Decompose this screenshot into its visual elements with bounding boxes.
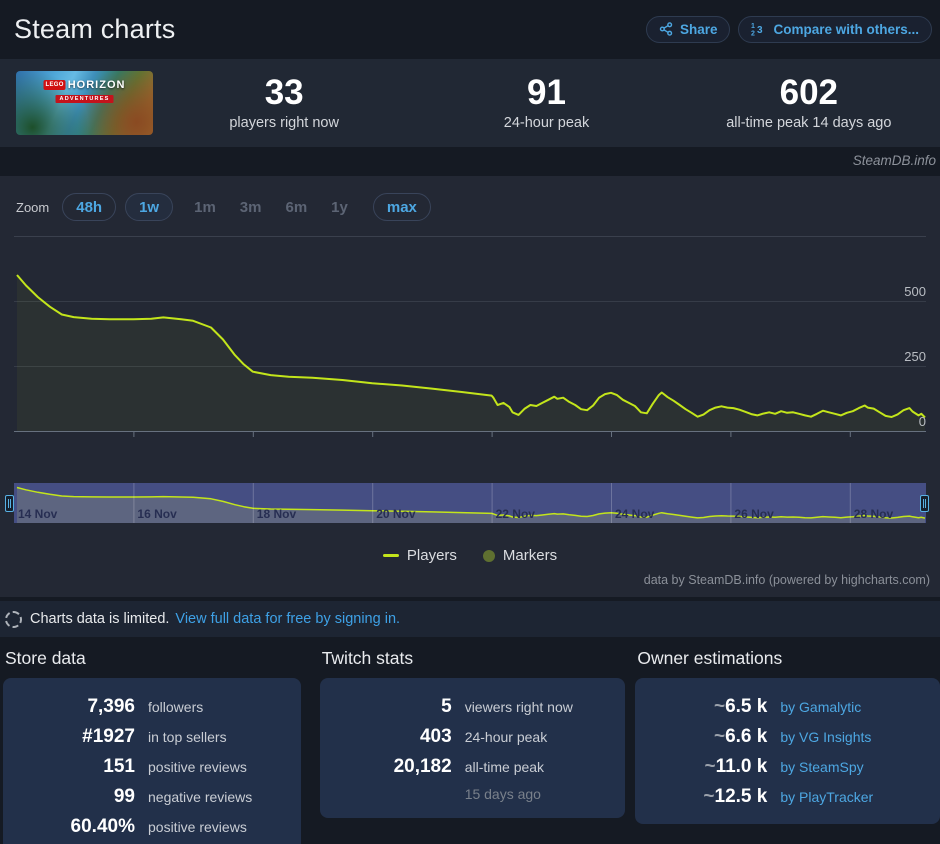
steamspy-link[interactable]: by SteamSpy: [780, 759, 864, 775]
gamalytic-link[interactable]: by Gamalytic: [780, 699, 862, 715]
game-logo-title: HORIZON: [67, 78, 126, 91]
table-row: 151 positive reviews: [103, 756, 247, 777]
chart-legend: Players Markers: [0, 547, 940, 564]
bottom-sections: Store data 7,396 followers #1927 in top …: [0, 639, 940, 844]
navigator-date-label: 20 Nov: [376, 507, 416, 521]
svg-text:3: 3: [757, 25, 763, 36]
numbered-list-icon: 1 2 3: [751, 22, 766, 36]
owner-estimations-section: Owner estimations ~6.5 k by Gamalytic ~6…: [635, 639, 940, 844]
dashed-circle-icon: [5, 610, 22, 628]
page-title: Steam charts: [14, 13, 176, 44]
navigator-date-label: 26 Nov: [734, 507, 774, 521]
zoom-button-6m: 6m: [273, 193, 319, 221]
lego-logo: LEGO: [43, 79, 66, 90]
table-row: 7,396 followers: [87, 696, 204, 717]
page-header: Steam charts Share 1 2 3 Compare with ot…: [0, 0, 940, 58]
svg-text:1: 1: [751, 23, 755, 30]
store-data-card: 7,396 followers #1927 in top sellers 151…: [3, 678, 301, 844]
steamdb-watermark: SteamDB.info: [852, 153, 936, 168]
banner-text: Charts data is limited.: [30, 611, 170, 627]
stat-24h-peak: 91 24-hour peak: [415, 73, 677, 131]
stat-alltime-peak: 602 all-time peak 14 days ago: [678, 73, 940, 131]
legend-item-players[interactable]: Players: [382, 547, 457, 564]
navigator-date-label: 16 Nov: [137, 507, 177, 521]
game-logo-subtitle: ADVENTURES: [55, 95, 114, 103]
player-stats-row: LEGO HORIZON ADVENTURES 33 players right …: [0, 59, 940, 147]
twitch-peak-age: 15 days ago: [464, 786, 541, 802]
store-data-title: Store data: [5, 648, 86, 668]
alltime-peak-value: 602: [779, 73, 839, 113]
stat-players-now: 33 players right now: [153, 73, 415, 131]
navigator-date-label: 18 Nov: [256, 507, 297, 521]
twitch-stats-section: Twitch stats 5 viewers right now 403 24-…: [319, 639, 626, 844]
chart-credit: data by SteamDB.info (powered by highcha…: [643, 573, 930, 587]
table-row: ~6.5 k by Gamalytic: [713, 696, 862, 717]
navigator-left-handle[interactable]: [5, 495, 14, 512]
players-line-swatch: [382, 554, 399, 557]
table-row: ~12.5 k by PlayTracker: [703, 786, 874, 807]
table-row: #1927 in top sellers: [82, 726, 227, 747]
owner-estimations-title: Owner estimations: [637, 648, 783, 668]
zoom-button-1y: 1y: [319, 193, 360, 221]
table-row: ~6.6 k by VG Insights: [713, 726, 872, 747]
y-axis-label: 500: [904, 284, 926, 299]
legend-item-markers[interactable]: Markers: [482, 547, 557, 564]
playtracker-link[interactable]: by PlayTracker: [780, 789, 874, 805]
chart-zoom-controls: Zoom 48h 1w 1m 3m 6m 1y max: [0, 176, 940, 221]
header-buttons: Share 1 2 3 Compare with others...: [645, 15, 932, 43]
table-row: 5 viewers right now: [441, 696, 573, 717]
vg-insights-link[interactable]: by VG Insights: [780, 729, 872, 745]
navigator-date-label: 14 Nov: [18, 507, 58, 521]
table-row: 99 negative reviews: [113, 786, 253, 807]
zoom-button-max[interactable]: max: [372, 193, 431, 221]
store-data-section: Store data 7,396 followers #1927 in top …: [3, 639, 301, 844]
navigator-right-handle[interactable]: [920, 495, 929, 512]
players-chart-panel: Zoom 48h 1w 1m 3m 6m 1y max 0 250 500 16 No…: [0, 176, 940, 597]
table-row: 403 24-hour peak: [419, 726, 548, 747]
zoom-button-1m: 1m: [182, 193, 228, 221]
peak-24h-value: 91: [527, 73, 566, 113]
table-row: 60.40% positive reviews: [70, 816, 247, 837]
svg-text:2: 2: [751, 31, 755, 37]
compare-with-others-button[interactable]: 1 2 3 Compare with others...: [738, 15, 932, 43]
players-now-value: 33: [264, 73, 304, 113]
chart-range-navigator[interactable]: 14 Nov 16 Nov 18 Nov 20 Nov 22 Nov 24 Nov 26 N…: [14, 483, 926, 523]
navigator-date-label: 22 Nov: [495, 507, 535, 521]
players-line-chart[interactable]: 0 250 500 16 Nov 18 Nov 20 Nov 22 Nov 24 Nov 26 …: [0, 236, 940, 518]
table-row-sub: 15 days ago: [320, 782, 626, 806]
navigator-date-label: 28 Nov: [853, 507, 894, 521]
table-row: 20,182 all-time peak: [393, 756, 545, 777]
twitch-stats-title: Twitch stats: [321, 648, 414, 668]
navigator-date-label: 24 Nov: [615, 507, 655, 521]
zoom-button-1w[interactable]: 1w: [125, 193, 174, 221]
zoom-button-48h[interactable]: 48h: [62, 193, 117, 221]
share-button[interactable]: Share: [645, 15, 731, 43]
zoom-label: Zoom: [16, 199, 50, 215]
owner-estimations-card: ~6.5 k by Gamalytic ~6.6 k by VG Insight…: [635, 678, 940, 824]
game-capsule-image[interactable]: LEGO HORIZON ADVENTURES: [16, 71, 153, 135]
y-axis-label: 0: [918, 414, 926, 429]
share-icon: [659, 22, 673, 36]
limited-data-banner: Charts data is limited. View full data f…: [0, 601, 940, 637]
markers-dot-swatch: [482, 549, 495, 562]
players-now-label: players right now: [229, 114, 339, 131]
twitch-stats-card: 5 viewers right now 403 24-hour peak 20,…: [319, 678, 626, 818]
y-axis-label: 250: [904, 349, 926, 364]
peak-24h-label: 24-hour peak: [503, 114, 590, 131]
alltime-peak-label: all-time peak 14 days ago: [726, 114, 892, 131]
sign-in-link[interactable]: View full data for free by signing in.: [175, 611, 401, 627]
zoom-button-3m: 3m: [228, 193, 274, 221]
table-row: ~11.0 k by SteamSpy: [704, 756, 864, 777]
